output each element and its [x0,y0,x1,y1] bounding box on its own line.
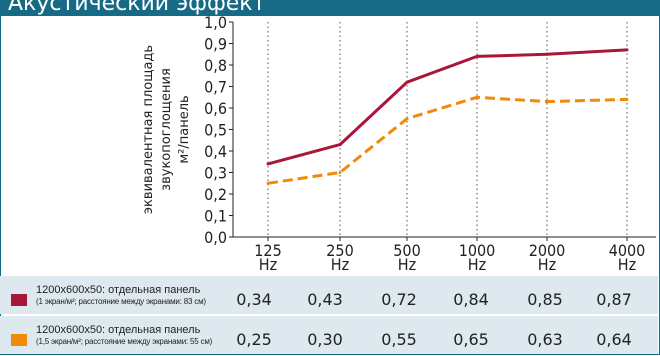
table-cell: 0,84 [453,290,489,309]
series-line-1 [267,48,628,166]
series-layer [266,48,629,185]
x-tick-label: 125 [254,241,281,260]
absorption-chart: эквивалентная площадь звукопоглощения м²/п… [141,13,656,274]
y-tick-label: 0,5 [204,121,227,140]
y-label-line: м²/панель [177,95,192,163]
series-2-point [545,100,549,104]
row-label-sub: (1 экран/м²; расстояние между экранами: … [36,297,206,306]
row-label-main: 1200x600x50: отдельная панель [36,284,201,296]
x-tick-label: 2000 [529,241,566,260]
y-tick-label: 0,8 [204,56,227,75]
x-tick-unit: Hz [398,255,416,274]
row-label-series-1: 1200x600x50: отдельная панель (1 экран/м… [36,284,242,308]
table-cell: 0,85 [527,290,563,309]
table-cell: 0,55 [381,330,417,349]
row-label-sub: (1,5 экран/м²; расстояние между экранами… [36,337,213,346]
row-label-main: 1200x600x50: отдельная панель [36,324,201,336]
axes-layer [232,22,656,238]
table-cell: 0,34 [236,290,272,309]
table-cell: 0,87 [596,290,632,309]
y-label-line: звукопоглощения [159,68,174,191]
y-tick-label: 0,9 [204,35,227,54]
x-tick-label: 1000 [459,241,496,260]
series-line-2 [267,95,628,185]
y-tick-label: 0,7 [204,78,227,97]
y-tick-labels: 0,0 0,1 0,2 0,3 0,4 0,5 0,6 0,7 0,8 0,9 1,0 [204,13,233,247]
y-tick-label: 0,6 [204,99,227,118]
legend-swatch-series-1 [11,294,27,306]
series-2-point [405,117,409,121]
table-cell: 0,63 [527,330,563,349]
y-label-line: эквивалентная площадь [141,45,156,214]
y-tick-label: 0,2 [204,185,227,204]
series-1-point [625,48,629,52]
table-cell: 0,43 [307,290,343,309]
y-axis-label: эквивалентная площадь звукопоглощения м²/п… [141,45,192,214]
row-label-series-2: 1200x600x50: отдельная панель (1,5 экран… [36,324,242,348]
page-title: Акустический эффект [8,0,266,16]
table-cell: 0,72 [381,290,417,309]
table-cell: 0,25 [236,330,272,349]
header-bar: Акустический эффект [0,0,660,16]
x-tick-label: 500 [393,241,420,260]
series-1-point [545,52,549,56]
y-tick-label: 0,4 [204,142,227,161]
x-tick-unit: Hz [259,255,277,274]
series-1-point [475,54,479,58]
series-1-point [266,162,270,166]
series-2-point [475,95,479,99]
series-1-point [338,143,342,147]
table-row-series-2: 1200x600x50: отдельная панель (1,5 экран… [0,316,658,354]
series-2-point [338,171,342,174]
x-tick-unit: Hz [331,255,349,274]
x-tick-label: 4000 [609,241,646,260]
series-1-point [405,80,409,84]
table-cell: 0,65 [453,330,489,349]
table-cell: 0,64 [596,330,632,349]
y-tick-label: 0,0 [204,228,227,247]
x-tick-unit: Hz [618,255,636,274]
y-tick-label: 0,3 [204,164,227,183]
x-tick-label: 250 [326,241,353,260]
x-tick-unit: Hz [468,255,486,274]
y-tick-label: 0,1 [204,207,227,226]
x-tick-unit: Hz [538,255,556,274]
series-2-point [266,181,270,185]
legend-swatch-series-2 [11,334,27,346]
table-cell: 0,30 [307,330,343,349]
y-tick-label: 1,0 [204,13,227,32]
table-row-series-1: 1200x600x50: отдельная панель (1 экран/м… [0,276,658,314]
series-2-point [625,97,629,101]
